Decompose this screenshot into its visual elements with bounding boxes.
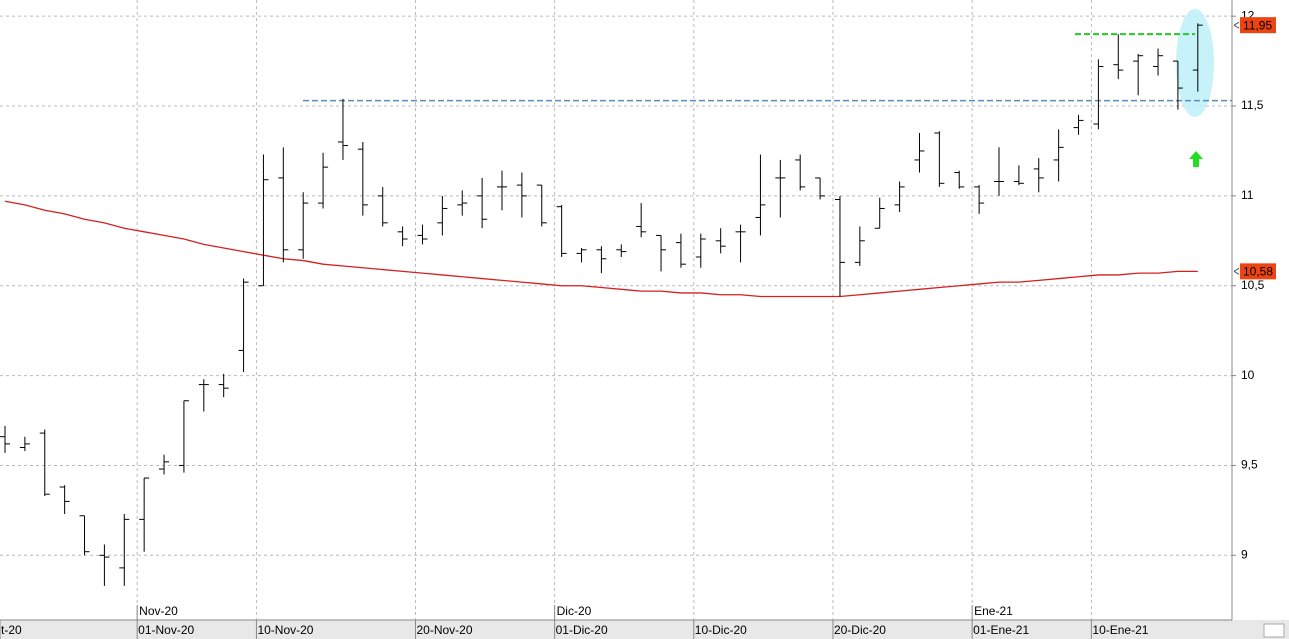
price-tag bbox=[1240, 17, 1276, 34]
y-tick-label: 10 bbox=[1241, 368, 1255, 382]
y-tick-label: 9,5 bbox=[1241, 458, 1258, 472]
month-label: Dic-20 bbox=[557, 604, 592, 618]
month-label: Ene-21 bbox=[974, 604, 1013, 618]
x-tick-label: 20-Nov-20 bbox=[416, 623, 472, 637]
x-tick-label: t-20 bbox=[1, 623, 22, 637]
x-axis-band bbox=[0, 620, 1289, 639]
month-label: Nov-20 bbox=[139, 604, 178, 618]
x-tick-label: 20-Dic-20 bbox=[834, 623, 886, 637]
y-tick-label: 10,5 bbox=[1241, 278, 1265, 292]
y-tick-label: 9 bbox=[1241, 547, 1248, 561]
corner-icon[interactable] bbox=[1263, 623, 1285, 638]
x-tick-label: 10-Ene-21 bbox=[1092, 623, 1148, 637]
price-tag-label: 10,58 bbox=[1243, 265, 1273, 279]
y-tick-label: 11 bbox=[1241, 188, 1254, 202]
moving-average bbox=[4, 200, 1198, 298]
price-pointer bbox=[1233, 21, 1240, 29]
price-tag-label: 11,95 bbox=[1243, 18, 1272, 32]
x-tick-label: 10-Nov-20 bbox=[257, 623, 313, 637]
x-tick-label: 10-Dic-20 bbox=[695, 623, 747, 637]
price-pointer bbox=[1233, 267, 1240, 275]
x-tick-label: 01-Ene-21 bbox=[973, 623, 1029, 637]
price-tag bbox=[1240, 263, 1276, 280]
x-tick-label: 01-Dic-20 bbox=[556, 623, 608, 637]
plot bbox=[0, 23, 1232, 586]
up-arrow bbox=[1189, 151, 1203, 167]
y-tick-label: 11,5 bbox=[1241, 98, 1264, 112]
highlight-ellipse bbox=[1176, 9, 1214, 117]
grid bbox=[0, 0, 1232, 620]
x-tick-label: 01-Nov-20 bbox=[138, 623, 194, 637]
